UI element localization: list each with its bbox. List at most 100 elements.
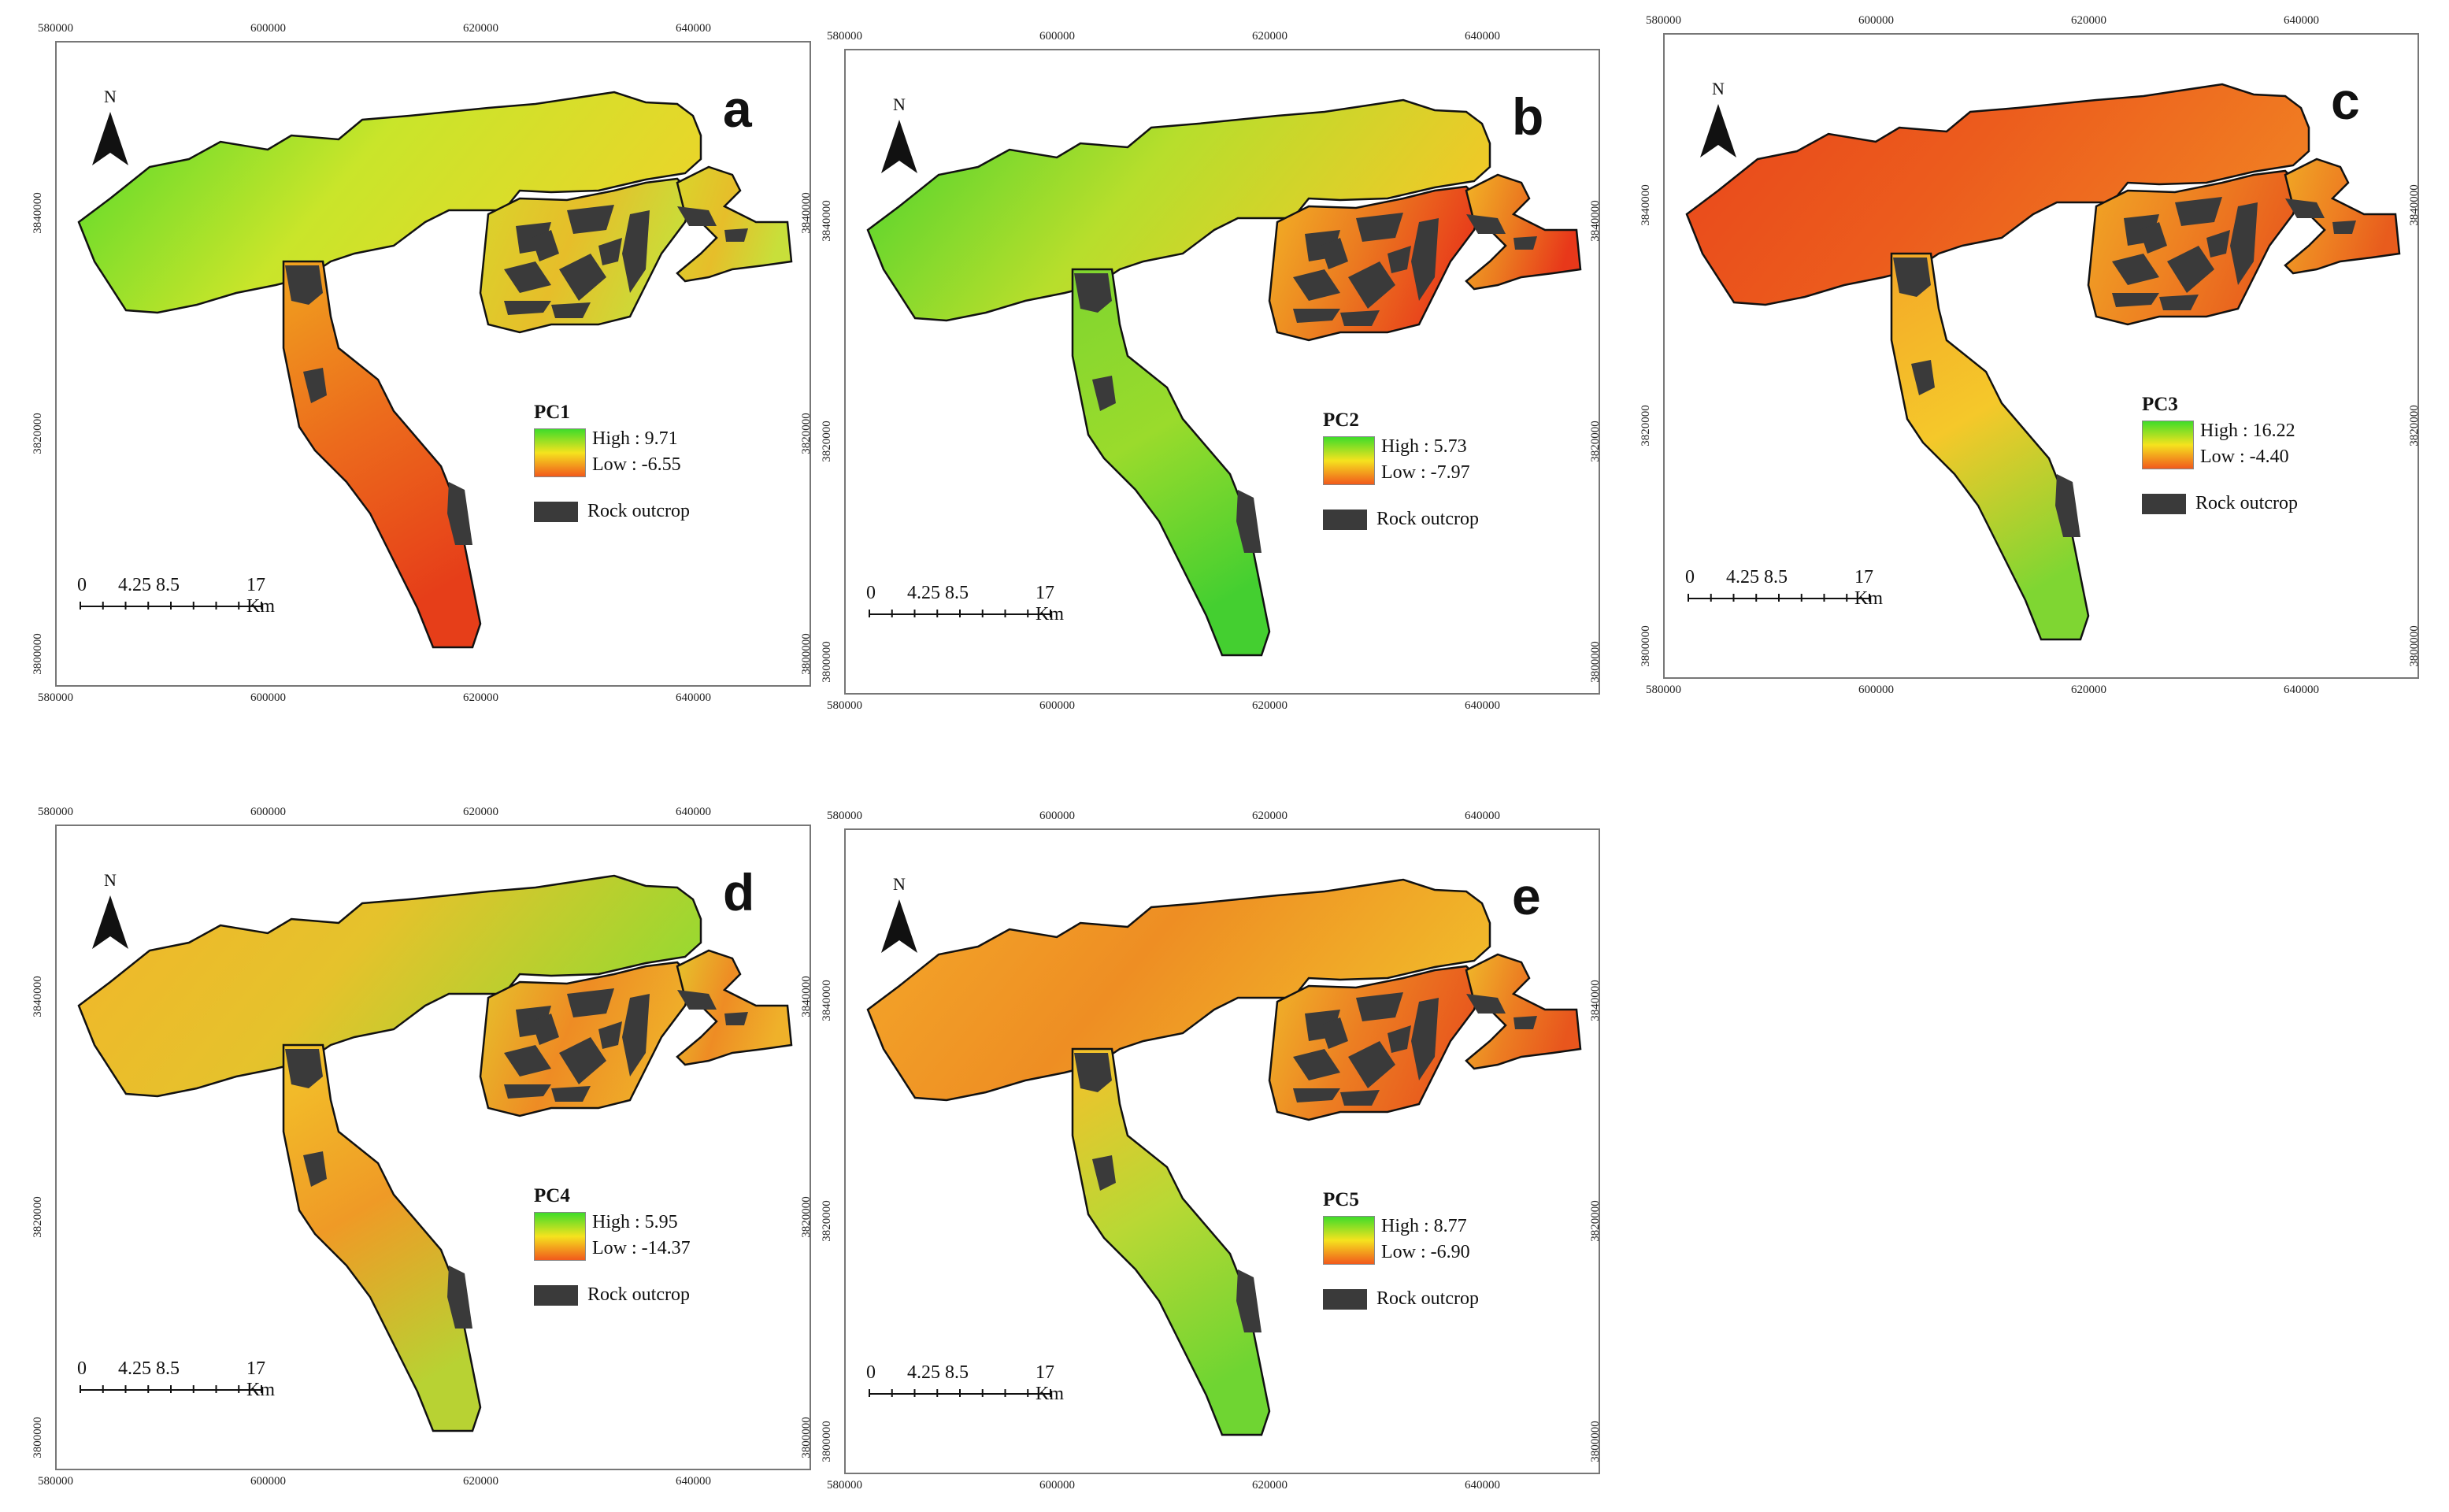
color-ramp-row: High : 5.95 Low : -14.37: [534, 1212, 691, 1261]
rock-label: Rock outcrop: [1376, 509, 1479, 529]
x-tick-label: 620000: [463, 1475, 498, 1488]
x-tick-label: 620000: [2071, 684, 2106, 696]
rock-outcrop-shape: [504, 261, 551, 293]
study-area-corridor: [1071, 268, 1271, 657]
legend-high: High : 8.77: [1381, 1216, 1467, 1236]
color-ramp: [1323, 436, 1375, 485]
x-tick-label: 600000: [250, 806, 286, 818]
rock-outcrop-shape: [598, 238, 622, 265]
rock-outcrop-shape: [1513, 1016, 1537, 1029]
rock-outcrop-shape: [677, 990, 717, 1010]
scale-labels: 0 4.25 8.5 17 Km: [77, 1358, 298, 1400]
rock-legend-row: Rock outcrop: [534, 1284, 691, 1306]
rock-outcrop-shape: [303, 1151, 327, 1187]
y-tick-label: 3820000: [31, 413, 44, 454]
ramp-labels: High : 9.71 Low : -6.55: [592, 428, 681, 476]
rock-outcrop-shape: [2159, 295, 2199, 310]
study-area-arm: [1465, 953, 1582, 1070]
y-tick-label: 3840000: [31, 192, 44, 234]
x-tick-label: 580000: [1646, 14, 1681, 27]
legend-high: High : 5.73: [1381, 436, 1467, 457]
map-area: [77, 91, 793, 649]
rock-outcrop-shape: [1466, 994, 1506, 1014]
rock-outcrop-shape: [447, 482, 472, 545]
rock-outcrop-shape: [1340, 1090, 1380, 1106]
scale-label: 8.5: [945, 1362, 969, 1383]
panel-letter: a: [723, 80, 752, 138]
scale-label: 8.5: [156, 1358, 180, 1379]
rock-outcrop-shape: [598, 1021, 622, 1049]
ramp-labels: High : 5.95 Low : -14.37: [592, 1212, 691, 1259]
rock-legend-row: Rock outcrop: [2142, 493, 2298, 514]
scale-label: 4.25: [907, 583, 940, 603]
x-tick-label: 620000: [463, 691, 498, 704]
y-tick-label: 3840000: [31, 976, 44, 1017]
study-area-corridor: [282, 260, 482, 649]
x-tick-label: 580000: [827, 699, 862, 712]
rock-outcrop-shape: [2055, 474, 2080, 537]
scale-label: 8.5: [1764, 567, 1788, 587]
scale-label: 8.5: [156, 575, 180, 595]
rock-outcrop-shape: [622, 210, 650, 293]
panel-letter: d: [723, 863, 755, 921]
x-tick-label: 620000: [1252, 810, 1287, 822]
rock-swatch: [1323, 1288, 1367, 1310]
rock-outcrop-shape: [559, 1037, 606, 1084]
rock-outcrop-shape: [2285, 198, 2325, 218]
rock-swatch: [2142, 493, 2186, 514]
x-tick-label: 600000: [1039, 1479, 1075, 1492]
x-tick-label: 640000: [1465, 30, 1500, 43]
scale-label: 0: [866, 1362, 876, 1383]
rock-outcrop-shape: [1466, 214, 1506, 234]
map-frame: [844, 49, 1600, 695]
legend-high: High : 16.22: [2200, 421, 2295, 441]
scale-label: 17 Km: [246, 1358, 275, 1400]
legend: PC5 High : 8.77 Low : -6.90 Rock outcrop: [1323, 1189, 1479, 1310]
rock-outcrop-shape: [1293, 1088, 1340, 1102]
x-tick-label: 620000: [2071, 14, 2106, 27]
x-tick-label: 640000: [676, 806, 711, 818]
y-tick-label: 3800000: [31, 633, 44, 675]
scale-label: 4.25: [118, 1358, 151, 1379]
y-tick-label: 3800000: [31, 1417, 44, 1458]
study-area-west: [866, 98, 1491, 322]
rock-outcrop-shape: [1388, 246, 1411, 273]
map-frame: [1663, 33, 2419, 679]
rock-outcrop-shape: [1356, 992, 1403, 1021]
rock-swatch: [534, 1284, 578, 1306]
rock-outcrop-shape: [1092, 1155, 1116, 1191]
rock-outcrop-shape: [724, 1012, 748, 1025]
rock-outcrop-shape: [285, 1049, 323, 1088]
north-label: N: [893, 874, 906, 894]
legend: PC1 High : 9.71 Low : -6.55 Rock outcrop: [534, 402, 690, 522]
y-tick-label: 3840000: [1639, 184, 1652, 226]
scale-label: 0: [866, 583, 876, 603]
x-tick-label: 580000: [38, 691, 73, 704]
y-tick-label: 3800000: [820, 1421, 833, 1462]
scale-labels: 0 4.25 8.5 17 Km: [866, 1362, 1087, 1404]
rock-label: Rock outcrop: [1376, 1288, 1479, 1309]
rock-outcrop-shape: [1893, 258, 1931, 297]
legend: PC2 High : 5.73 Low : -7.97 Rock outcrop: [1323, 410, 1479, 530]
y-tick-label: 3820000: [31, 1196, 44, 1238]
scale-label: 4.25: [907, 1362, 940, 1383]
map-panel-d: 580000 580000 600000 600000 620000 620000 6400…: [31, 806, 849, 1508]
rock-outcrop-shape: [677, 206, 717, 226]
study-area-west: [77, 874, 702, 1098]
ramp-labels: High : 16.22 Low : -4.40: [2200, 421, 2295, 468]
x-tick-label: 580000: [827, 1479, 862, 1492]
x-tick-label: 600000: [250, 1475, 286, 1488]
study-area-arm: [2284, 158, 2401, 275]
scale-bar: 0 4.25 8.5 17 Km: [77, 575, 298, 618]
scale-label: 17 Km: [1036, 1362, 1064, 1404]
study-area-corridor: [1071, 1047, 1271, 1436]
x-tick-label: 580000: [827, 810, 862, 822]
north-arrow: N: [876, 94, 923, 179]
rock-outcrop-shape: [1321, 238, 1348, 269]
scale-labels: 0 4.25 8.5 17 Km: [866, 583, 1087, 624]
ramp-labels: High : 8.77 Low : -6.90: [1381, 1216, 1470, 1263]
rock-outcrop-shape: [1513, 236, 1537, 250]
rock-outcrop-shape: [2230, 202, 2258, 285]
panel-letter: c: [2331, 72, 2360, 130]
study-area-west: [1685, 83, 2310, 306]
